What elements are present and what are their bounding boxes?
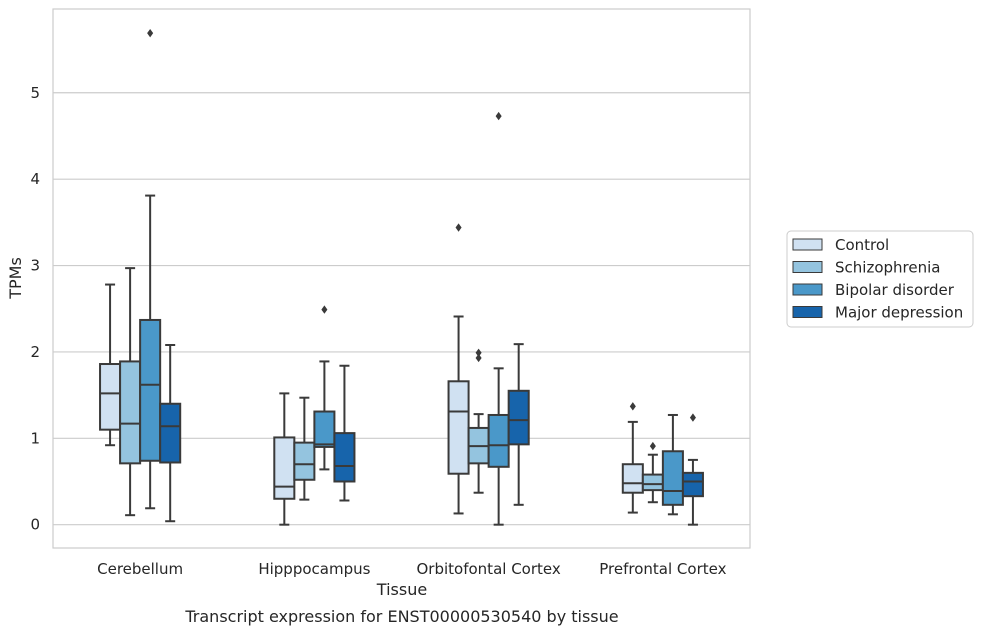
legend-swatch bbox=[792, 238, 823, 251]
box bbox=[313, 410, 336, 448]
box bbox=[99, 363, 122, 431]
box bbox=[487, 413, 510, 468]
outlier-point bbox=[321, 305, 328, 314]
y-axis-title: TPMs bbox=[6, 257, 25, 300]
outlier-point bbox=[689, 413, 696, 422]
chart-caption: Transcript expression for ENST0000053054… bbox=[184, 607, 618, 626]
x-axis-ticks: Cerebellum Hipppocampus Orbitofontal Corte… bbox=[97, 560, 726, 578]
outlier-point bbox=[455, 223, 462, 232]
y-tick-label: 0 bbox=[30, 516, 40, 534]
box bbox=[293, 441, 316, 481]
legend-label: Major depression bbox=[835, 304, 963, 322]
legend-swatch bbox=[792, 261, 823, 273]
box bbox=[661, 450, 684, 506]
plot-frame bbox=[52, 8, 751, 549]
box bbox=[139, 318, 162, 462]
box bbox=[273, 436, 296, 500]
legend-label: Bipolar disorder bbox=[835, 281, 955, 299]
y-tick-label: 3 bbox=[30, 257, 40, 275]
legend-label: Control bbox=[835, 236, 889, 254]
y-axis-ticks: 0 1 2 3 4 5 bbox=[30, 84, 40, 534]
legend-swatch bbox=[792, 283, 823, 296]
x-axis-title: Tissue bbox=[376, 580, 427, 599]
x-tick-label: Hipppocampus bbox=[258, 560, 370, 578]
legend: Control Schizophrenia Bipolar disorder Majo… bbox=[786, 230, 974, 328]
box bbox=[119, 360, 142, 465]
box bbox=[447, 380, 470, 475]
legend-swatch bbox=[792, 306, 823, 318]
plot-area bbox=[99, 28, 704, 526]
outlier-point bbox=[495, 111, 502, 121]
outlier-point bbox=[475, 353, 482, 363]
y-tick-label: 5 bbox=[30, 84, 40, 102]
legend-frame bbox=[786, 230, 974, 328]
box bbox=[621, 463, 644, 494]
box bbox=[333, 432, 356, 483]
y-tick-label: 4 bbox=[30, 170, 40, 188]
outlier-point bbox=[475, 348, 482, 357]
outlier-point bbox=[629, 402, 636, 411]
box bbox=[159, 402, 182, 464]
box bbox=[681, 471, 704, 498]
box bbox=[507, 389, 530, 446]
y-tick-label: 1 bbox=[30, 429, 40, 447]
legend-label: Schizophrenia bbox=[835, 259, 940, 277]
outlier-point bbox=[147, 28, 154, 38]
outlier-point bbox=[649, 441, 656, 451]
box bbox=[641, 473, 664, 492]
x-tick-label: Orbitofontal Cortex bbox=[417, 560, 561, 578]
x-tick-label: Cerebellum bbox=[97, 560, 183, 578]
y-tick-label: 2 bbox=[30, 343, 40, 361]
x-tick-label: Prefrontal Cortex bbox=[599, 560, 726, 578]
